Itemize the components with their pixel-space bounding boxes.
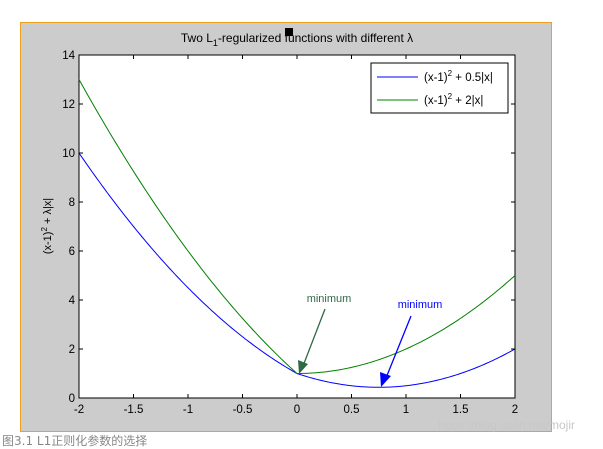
annotation-blue-arrowhead	[380, 372, 391, 387]
series-line-2	[78, 79, 516, 375]
annotation-blue: minimum	[380, 299, 442, 387]
cursor-marker	[285, 28, 293, 36]
ticks	[78, 54, 516, 399]
curves	[78, 79, 516, 388]
annotation-blue-label: minimum	[398, 299, 443, 311]
annotation-green-label: minimum	[307, 293, 352, 305]
x-tick-label-1: -1.5	[124, 404, 144, 416]
x-tick-label-8: 2	[512, 404, 518, 416]
annotation-green-arrow	[302, 308, 326, 367]
x-tick-label-6: 1	[403, 404, 409, 416]
x-tick-label-2: -1	[183, 404, 193, 416]
y-tick-label-5: 10	[62, 148, 75, 160]
x-tick-label-0: -2	[74, 404, 84, 416]
y-tick-label-2: 4	[69, 295, 76, 307]
y-tick-label-7: 14	[62, 50, 75, 62]
y-tick-label-0: 0	[69, 393, 75, 405]
watermark: https://blog.csdn.net/mojir	[438, 418, 575, 432]
chart-title-sub: 1	[213, 38, 218, 48]
y-tick-label-3: 6	[69, 246, 75, 258]
x-tick-label-5: 0.5	[344, 404, 360, 416]
x-tick-label-4: 0	[294, 404, 300, 416]
tick-labels: -2 -1.5 -1 -0.5 0 0.5 1 1.5 2 0 2 4 6 8 10 12 14	[62, 50, 518, 416]
figure-caption: 图3.1 L1正则化参数的选择	[2, 434, 148, 448]
legend-box	[370, 62, 509, 114]
legend-label-series-1: (x-1)2 + 0.5|x|	[424, 69, 493, 84]
y-tick-label-4: 8	[69, 197, 75, 209]
y-tick-label-6: 12	[62, 99, 75, 111]
y-tick-label-1: 2	[69, 344, 75, 356]
y-axis-label: (x-1)2 + λ|x|	[40, 198, 54, 254]
chart-title-main: Two L	[181, 31, 213, 45]
legend: (x-1)2 + 0.5|x| (x-1)2 + 2|x|	[370, 62, 509, 114]
legend-label-series-2: (x-1)2 + 2|x|	[424, 92, 483, 107]
x-tick-label-3: -0.5	[233, 404, 253, 416]
x-tick-label-7: 1.5	[453, 404, 469, 416]
annotation-blue-arrow	[385, 315, 412, 379]
chart-title-rest: -regularized functions with different λ	[218, 31, 413, 45]
annotation-green: minimum	[298, 293, 351, 374]
annotation-green-arrowhead	[298, 360, 308, 374]
chart-title: Two L1-regularized functions with differ…	[181, 31, 413, 48]
